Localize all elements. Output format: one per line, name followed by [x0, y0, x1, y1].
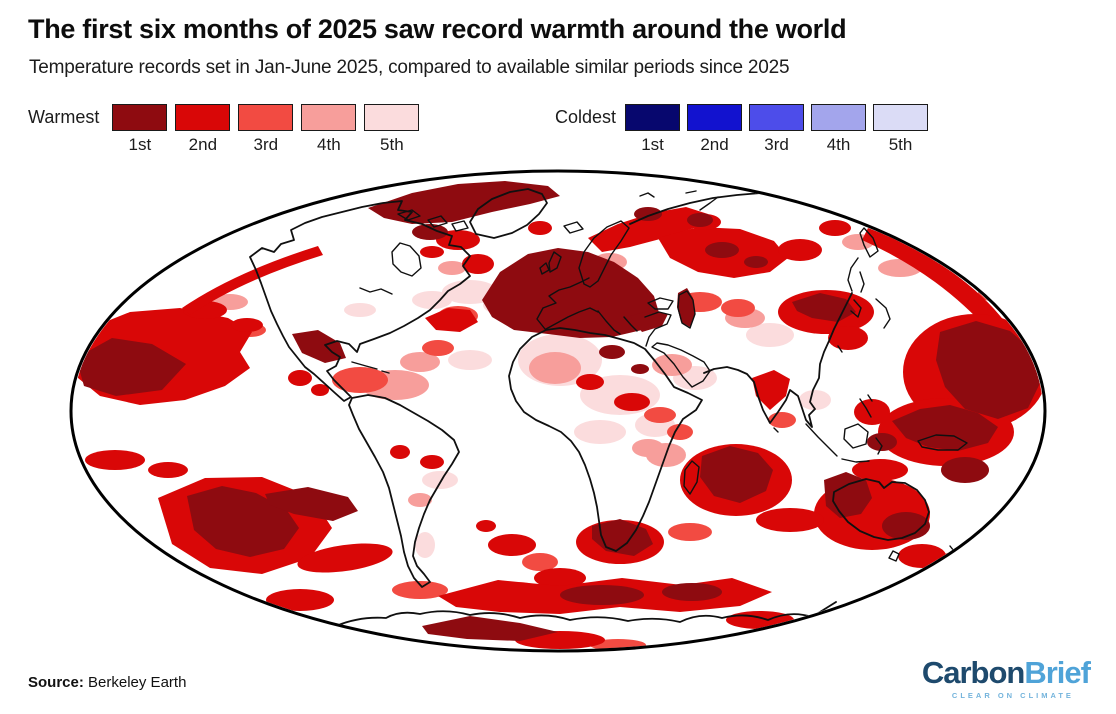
carbonbrief-logo: CarbonBrief CLEAR ON CLIMATE	[921, 655, 1091, 700]
coastlines	[249, 188, 969, 627]
arctic-russian-islands	[639, 190, 719, 211]
coldest-2nd-swatch	[687, 104, 743, 131]
arctic-islands	[397, 209, 469, 232]
legend-item-coldest-3: 3rd	[749, 104, 805, 155]
legend-coldest-swatches: 1st 2nd 3rd 4th 5th	[625, 104, 929, 155]
warmest-3rd-label: 3rd	[253, 135, 279, 154]
great-lakes	[359, 287, 393, 295]
coldest-4th-label: 4th	[826, 135, 851, 154]
warmest-4th-label: 4th	[317, 135, 341, 154]
british-isles-coast	[539, 251, 562, 275]
legend-item-coldest-2: 2nd	[687, 104, 743, 155]
coldest-5th-label: 5th	[888, 135, 913, 154]
warmest-2nd-label: 2nd	[188, 135, 218, 154]
page-title: The first six months of 2025 saw record …	[28, 14, 847, 44]
legend-warmest-label: Warmest	[28, 107, 100, 127]
legend-item-coldest-5: 5th	[873, 104, 929, 155]
chukotka-coast	[851, 205, 881, 219]
logo-brief-text: Brief	[1024, 655, 1091, 690]
legend-warmest-swatches: 1st 2nd 3rd 4th 5th	[112, 104, 420, 155]
hudson-bay-coast	[391, 242, 422, 277]
south-america-coast	[348, 394, 460, 588]
caspian-sea-coast	[677, 290, 696, 329]
legend-warmest: Warmest 1st 2nd 3rd 4th 5th	[28, 104, 420, 155]
africa-coast	[508, 327, 703, 552]
coldest-2nd-label: 2nd	[700, 135, 729, 154]
iceland-coast	[563, 221, 584, 234]
legend-coldest: Coldest 1st 2nd 3rd 4th 5th	[555, 104, 929, 155]
coldest-1st-swatch	[625, 104, 681, 131]
source-label: Source:	[28, 674, 84, 691]
asia-south-coast	[703, 292, 853, 428]
source-value: Berkeley Earth	[88, 674, 187, 691]
black-sea-coast	[647, 297, 674, 310]
maritime-continent-coast	[805, 394, 883, 463]
mediterranean-north-coast	[545, 307, 672, 347]
page-subtitle: Temperature records set in Jan-June 2025…	[29, 57, 790, 78]
legend-item-coldest-4: 4th	[811, 104, 867, 155]
coldest-3rd-swatch	[749, 104, 805, 131]
legend-item-warmest-1: 1st	[112, 104, 168, 155]
japan-korea-coast	[850, 298, 891, 329]
legend-item-warmest-5: 5th	[364, 104, 420, 155]
scandinavia-coast	[578, 220, 630, 288]
caribbean-islands	[351, 361, 390, 374]
antarctica-coast	[335, 601, 837, 627]
legend-item-warmest-2: 2nd	[175, 104, 231, 155]
legend-coldest-label: Coldest	[555, 107, 617, 127]
sri-lanka-taiwan	[773, 345, 843, 433]
source-line: Source: Berkeley Earth	[28, 674, 186, 691]
carbonbrief-wordmark: CarbonBrief	[921, 655, 1091, 690]
logo-tagline: CLEAR ON CLIMATE	[951, 691, 1074, 700]
map-ellipse-outline	[69, 169, 1047, 653]
coldest-1st-label: 1st	[641, 135, 664, 154]
coldest-5th-swatch	[873, 104, 929, 131]
warmest-4th-swatch	[301, 104, 357, 131]
warmest-3rd-swatch	[238, 104, 294, 131]
kamchatka-okhotsk-coast	[847, 227, 879, 293]
logo-carbon-text: Carbon	[921, 655, 1025, 690]
coldest-4th-swatch	[811, 104, 867, 131]
warmest-2nd-swatch	[175, 104, 231, 131]
madagascar-coast	[683, 460, 700, 495]
north-america-coast	[249, 200, 471, 402]
coldest-3rd-label: 3rd	[764, 135, 789, 154]
legend-item-warmest-3: 3rd	[238, 104, 294, 155]
warmest-5th-swatch	[364, 104, 420, 131]
warmest-1st-swatch	[112, 104, 168, 131]
west-europe-coast	[536, 277, 590, 330]
legend-item-coldest-1: 1st	[625, 104, 681, 155]
australia-coast	[832, 478, 930, 541]
greenland-coast	[469, 188, 548, 239]
legend-item-warmest-4: 4th	[301, 104, 357, 155]
warmest-5th-label: 5th	[380, 135, 404, 154]
new-guinea-coast	[917, 434, 968, 451]
warmest-1st-label: 1st	[128, 135, 152, 154]
